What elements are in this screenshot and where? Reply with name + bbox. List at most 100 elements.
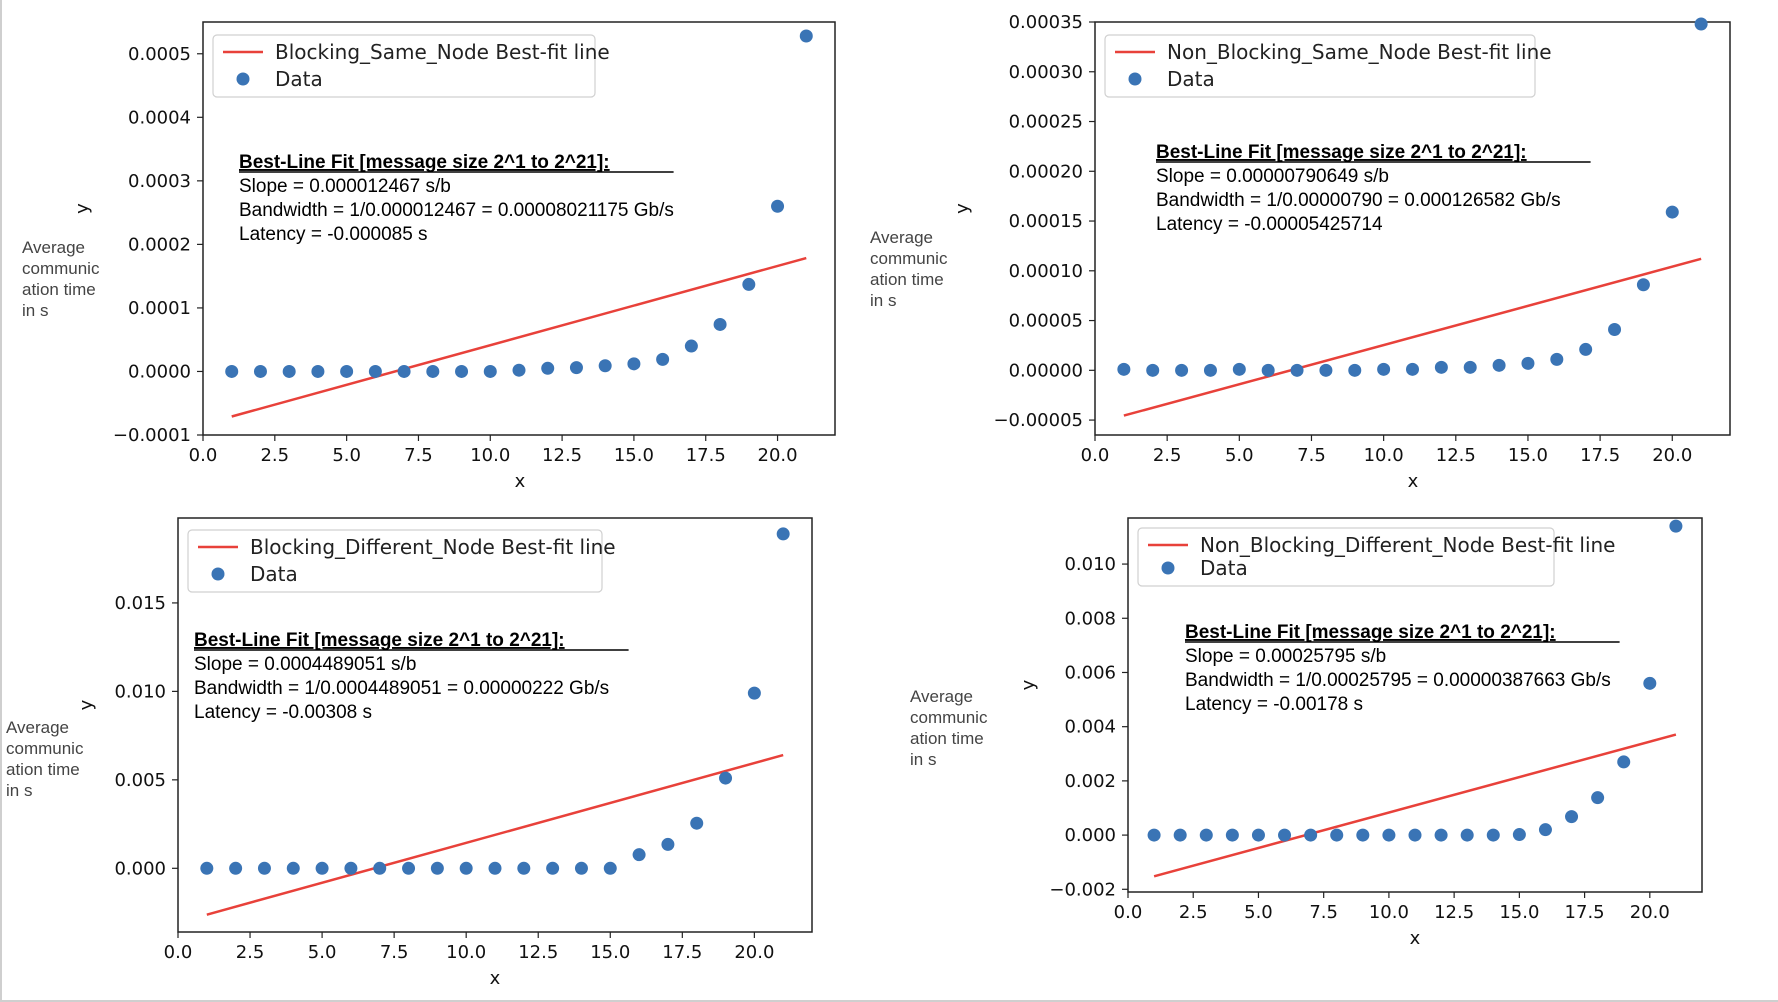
y-axis-label: y [1018,679,1039,690]
fit-annotation-line: Latency = -0.00178 s [1185,694,1363,715]
fit-annotation-line: Slope = 0.00025795 s/b [1185,646,1386,667]
side-label-line: Average [22,238,85,257]
side-label-line: communic [6,739,84,758]
data-point [200,861,214,875]
y-tick-label: 0.010 [114,681,166,702]
data-point [1694,17,1708,31]
y-tick-label: 0.0002 [128,234,191,255]
y-axis-label: y [72,203,93,214]
data-point [512,363,526,377]
data-point [1261,363,1275,377]
fit-annotation-line: Bandwidth = 1/0.0004489051 = 0.00000222 … [194,678,609,699]
data-point [1225,828,1239,842]
data-point [1463,360,1477,374]
fit-annotation-line: Bandwidth = 1/0.00025795 = 0.00000387663… [1185,670,1611,691]
x-axis-label: x [1408,471,1419,492]
legend-point-swatch [1128,72,1142,86]
data-point [1382,828,1396,842]
y-axis-label: y [76,699,97,710]
data-point [1348,363,1362,377]
data-point [632,848,646,862]
x-tick-label: 5.0 [1244,902,1273,923]
data-point [1290,363,1304,377]
side-label-line: in s [6,781,32,800]
y-tick-label: 0.00030 [1009,62,1083,83]
y-tick-label: 0.004 [1064,717,1116,738]
data-point [1608,323,1622,337]
y-tick-label: 0.00035 [1009,12,1083,33]
data-point [574,861,588,875]
x-tick-label: 17.5 [662,942,702,963]
side-label-line: Average [6,718,69,737]
x-tick-label: 10.0 [470,445,510,466]
data-point [1199,828,1213,842]
x-tick-label: 5.0 [308,942,337,963]
x-tick-label: 0.0 [189,445,218,466]
y-tick-label: 0.00025 [1009,112,1083,133]
data-point [315,861,329,875]
chart-4: 0.0 2.5 5.0 7.5 10.0 12.5 15.0 17.5 20.0 −0.002 0.… [910,517,1703,949]
y-tick-label: 0.010 [1064,554,1116,575]
y-tick-label: −0.00005 [993,410,1083,431]
chart-2: 0.0 2.5 5.0 7.5 10.0 12.5 15.0 17.5 20.0 −0.00005… [870,12,1731,492]
data-point [1278,828,1292,842]
y-tick-label: 0.000 [114,858,166,879]
legend-data-label: Data [1200,556,1248,580]
data-point [1492,358,1506,372]
data-point [430,861,444,875]
data-point [1512,828,1526,842]
data-point [1319,363,1333,377]
data-point [799,29,813,43]
data-point [1434,828,1448,842]
side-label-line: ation time [910,729,984,748]
x-tick-label: 15.0 [1499,902,1539,923]
data-point [1579,342,1593,356]
x-axis-label: x [1410,928,1421,949]
data-point [1304,828,1318,842]
x-axis-label: x [515,471,526,492]
legend-fit-label: Blocking_Different_Node Best-fit line [250,535,616,559]
fit-annotation-title: Best-Line Fit [message size 2^1 to 2^21]… [1185,622,1556,643]
data-point [1486,828,1500,842]
legend-point-swatch [236,72,250,86]
y-tick-label: 0.015 [114,593,166,614]
y-tick-label: −0.002 [1049,879,1116,900]
data-point [311,364,325,378]
fit-annotation-line: Bandwidth = 1/0.00000790 = 0.000126582 G… [1156,190,1561,211]
x-tick-label: 20.0 [1630,902,1670,923]
data-point [1538,823,1552,837]
x-tick-label: 7.5 [1309,902,1338,923]
data-point [426,364,440,378]
data-point [1356,828,1370,842]
y-axis-label: y [952,203,973,214]
x-tick-label: 5.0 [1225,445,1254,466]
data-point [1147,828,1161,842]
data-point [488,861,502,875]
data-point [459,861,473,875]
x-tick-label: 12.5 [518,942,558,963]
legend-data-label: Data [275,67,323,91]
data-point [656,352,670,366]
data-point [483,364,497,378]
y-tick-label: 0.0003 [128,171,191,192]
data-point [546,861,560,875]
data-point [684,339,698,353]
side-label-line: in s [910,750,936,769]
side-label-line: ation time [22,280,96,299]
legend-box [187,529,603,593]
data-point [282,364,296,378]
data-point [1521,356,1535,370]
side-label-line: communic [870,249,948,268]
y-tick-label: 0.0000 [128,361,191,382]
data-point [603,861,617,875]
data-point [340,364,354,378]
data-point [1146,363,1160,377]
data-point [1434,360,1448,374]
x-tick-label: 2.5 [236,942,265,963]
x-tick-label: 12.5 [542,445,582,466]
data-point [1408,828,1422,842]
data-point [713,317,727,331]
side-label-line: communic [910,708,988,727]
x-tick-label: 20.0 [734,942,774,963]
